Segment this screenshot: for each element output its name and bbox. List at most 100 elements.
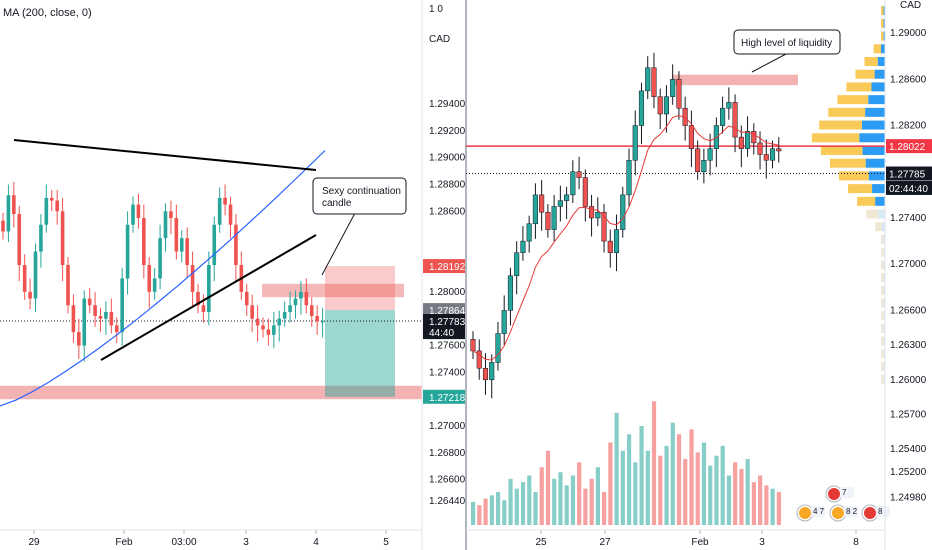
candle[interactable]	[152, 267, 157, 300]
candle-right[interactable]	[501, 295, 507, 346]
candle[interactable]	[55, 189, 59, 225]
candle[interactable]	[299, 281, 303, 315]
candle[interactable]	[142, 204, 146, 279]
left-price-tag[interactable]: 1.27218	[423, 389, 466, 404]
candle[interactable]	[93, 291, 97, 327]
candle-right[interactable]	[663, 85, 669, 133]
candle-right[interactable]	[470, 331, 476, 359]
candle[interactable]	[6, 184, 11, 243]
liquidity-annotation-box[interactable]	[733, 29, 841, 55]
candle[interactable]	[49, 189, 54, 212]
right-chart-panel[interactable]: High level of liquidity 4 7 7 8 2 8	[466, 6, 890, 525]
candle-right[interactable]	[757, 131, 763, 170]
candle-right[interactable]	[688, 110, 694, 168]
candle[interactable]	[28, 278, 32, 310]
economic-event-ca[interactable]: 7	[825, 485, 854, 503]
right-price-tag[interactable]: 1.28022	[886, 139, 932, 154]
candle-right[interactable]	[576, 156, 582, 190]
candle-right[interactable]	[545, 204, 551, 238]
candle[interactable]	[239, 251, 244, 300]
candle-right[interactable]	[476, 339, 482, 380]
candle[interactable]	[82, 290, 87, 362]
candle[interactable]	[179, 230, 184, 263]
candle-right[interactable]	[720, 96, 726, 134]
left-price-tag[interactable]: 1.27783	[423, 313, 466, 328]
candle[interactable]	[304, 278, 309, 314]
candle[interactable]	[190, 251, 195, 308]
candle[interactable]	[109, 298, 114, 334]
candle-right[interactable]	[489, 354, 495, 399]
candle-right[interactable]	[607, 229, 613, 268]
candle[interactable]	[288, 291, 292, 323]
candle[interactable]	[60, 197, 65, 282]
annotation-box[interactable]	[312, 177, 407, 215]
candle[interactable]	[39, 214, 43, 268]
candle[interactable]	[17, 205, 22, 282]
candle[interactable]	[114, 317, 119, 343]
candle-right[interactable]	[507, 267, 513, 326]
candle-right[interactable]	[701, 148, 707, 184]
candle[interactable]	[98, 307, 103, 333]
candle[interactable]	[158, 224, 162, 290]
candle-right[interactable]	[582, 169, 588, 222]
candle[interactable]	[228, 196, 233, 239]
candle[interactable]	[44, 184, 49, 233]
candle[interactable]	[131, 196, 135, 233]
candle-right[interactable]	[776, 137, 782, 163]
candle-right[interactable]	[620, 186, 626, 238]
candle-right[interactable]	[564, 186, 570, 220]
candle[interactable]	[174, 204, 179, 260]
candle[interactable]	[309, 297, 314, 327]
candle[interactable]	[217, 187, 222, 233]
economic-event-ca[interactable]: 8	[861, 504, 890, 522]
candle[interactable]	[272, 311, 276, 349]
candle-right[interactable]	[514, 241, 520, 295]
candle[interactable]	[212, 216, 217, 282]
candle[interactable]	[201, 294, 206, 323]
candle[interactable]	[1, 212, 5, 240]
candle-right[interactable]	[532, 183, 538, 239]
liquidity-zone[interactable]	[672, 74, 798, 86]
candle-right[interactable]	[726, 87, 732, 120]
candle-right[interactable]	[482, 353, 489, 395]
right-price-tag[interactable]: 1.27785	[886, 166, 932, 181]
candle[interactable]	[255, 305, 260, 342]
candle[interactable]	[277, 310, 282, 342]
candle[interactable]	[120, 267, 124, 346]
candle-right[interactable]	[638, 82, 645, 145]
candle-right[interactable]	[632, 110, 638, 176]
candle[interactable]	[244, 283, 249, 316]
left-chart-panel[interactable]: Sexy continuation candle MA (200, close,…	[0, 7, 422, 407]
resistance-zone[interactable]	[262, 283, 404, 298]
candle[interactable]	[282, 301, 287, 327]
candle-right[interactable]	[557, 185, 563, 222]
right-price-tag[interactable]: 02:44:40	[886, 180, 932, 195]
candle-right[interactable]	[769, 140, 776, 169]
candle-right[interactable]	[539, 179, 545, 231]
candle[interactable]	[66, 256, 70, 314]
candle-right[interactable]	[695, 140, 701, 180]
candle[interactable]	[315, 305, 319, 335]
candle[interactable]	[223, 184, 227, 216]
candle[interactable]	[12, 181, 16, 228]
candle-right[interactable]	[732, 94, 738, 153]
candle-right[interactable]	[626, 148, 632, 207]
left-time-axis[interactable]: 29 Feb 03:00 3 4 5	[0, 529, 422, 548]
candle[interactable]	[261, 317, 265, 338]
candle[interactable]	[71, 294, 76, 343]
candle-right[interactable]	[713, 117, 719, 168]
candle[interactable]	[104, 301, 108, 335]
left-price-tag[interactable]: 1.27864	[423, 303, 466, 318]
candle[interactable]	[293, 290, 298, 319]
left-price-tag[interactable]: 1.28192	[423, 259, 466, 274]
candle[interactable]	[320, 307, 325, 338]
candle[interactable]	[77, 318, 81, 359]
support-trendline[interactable]	[100, 234, 317, 361]
candle[interactable]	[147, 256, 152, 308]
candle-right[interactable]	[595, 197, 601, 227]
candle-right[interactable]	[570, 160, 576, 203]
candle-right[interactable]	[763, 139, 769, 179]
candle-right[interactable]	[551, 194, 557, 242]
candle-right[interactable]	[526, 215, 532, 253]
candle-right[interactable]	[751, 123, 757, 155]
